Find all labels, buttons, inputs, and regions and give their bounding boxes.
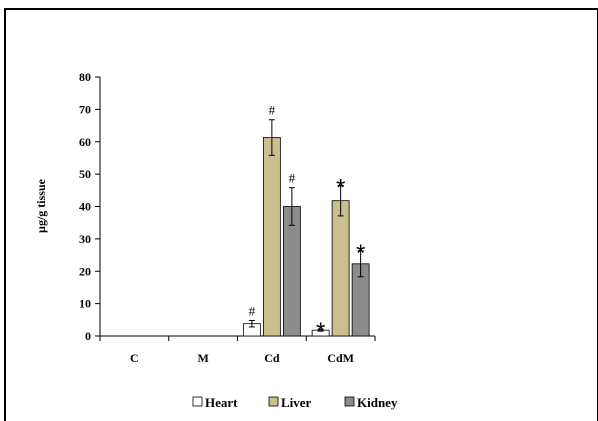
y-axis-label: µg/g tissue bbox=[34, 178, 48, 233]
bar-liver-cd bbox=[262, 137, 281, 337]
x-tick-label: CdM bbox=[327, 351, 354, 365]
y-tick-label: 70 bbox=[79, 102, 91, 116]
significance-mark: # bbox=[269, 103, 276, 118]
x-tick-label: Cd bbox=[264, 351, 280, 365]
y-tick-label: 40 bbox=[79, 200, 91, 214]
y-tick-label: 20 bbox=[79, 264, 91, 278]
significance-mark: # bbox=[289, 171, 296, 186]
bar-kidney-cd bbox=[282, 206, 301, 337]
y-tick-label: 50 bbox=[79, 167, 91, 181]
legend: Heart Liver Kidney bbox=[192, 395, 398, 410]
x-tick-label: M bbox=[197, 351, 208, 365]
significance-mark: * bbox=[336, 174, 345, 201]
legend-label-liver: Liver bbox=[281, 395, 312, 410]
plot-area: 0 10 20 30 40 50 60 70 80 C M Cd CdM # # # * * * bbox=[79, 70, 376, 365]
legend-label-heart: Heart bbox=[205, 395, 238, 410]
significance-mark: # bbox=[249, 303, 256, 318]
y-tick-label: 0 bbox=[85, 329, 91, 343]
y-tick-label: 80 bbox=[79, 70, 91, 84]
y-tick-label: 60 bbox=[79, 135, 91, 149]
chart-frame bbox=[4, 8, 598, 421]
legend-swatch-liver bbox=[268, 396, 279, 407]
bar-liver-cdm bbox=[331, 200, 350, 337]
y-tick-label: 10 bbox=[79, 297, 91, 311]
legend-label-kidney: Kidney bbox=[357, 395, 398, 410]
significance-mark: * bbox=[356, 240, 365, 267]
y-tick-label: 30 bbox=[79, 232, 91, 246]
x-tick-label: C bbox=[130, 351, 139, 365]
legend-swatch-kidney bbox=[344, 396, 355, 407]
legend-swatch-heart bbox=[192, 396, 203, 407]
significance-mark: * bbox=[316, 318, 325, 345]
